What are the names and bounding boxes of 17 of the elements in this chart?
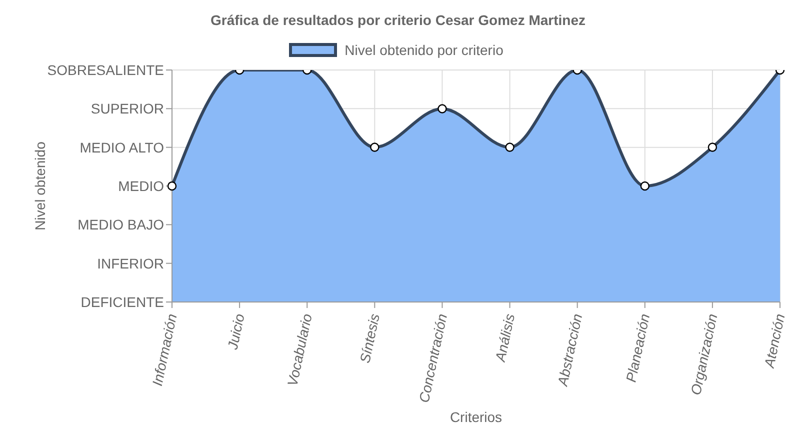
text: MEDIO <box>118 178 164 194</box>
text: SOBRESALIENTE <box>47 62 164 78</box>
text: MEDIO ALTO <box>80 139 164 156</box>
x-axis-title: Criterios <box>450 409 502 425</box>
x-tick-label: Juicio <box>224 312 248 352</box>
text: INFERIOR <box>97 255 164 272</box>
x-tick-label: Atención <box>760 312 788 370</box>
text: DEFICIENTE <box>80 294 164 310</box>
legend-label: Nivel obtenido por criterio <box>344 42 504 58</box>
x-tick-label: Síntesis <box>356 312 382 364</box>
x-tick-label: Análisis <box>492 312 518 364</box>
text: Nivel obtenido <box>32 141 48 230</box>
text: MEDIO BAJO <box>78 216 164 233</box>
x-tick-label: Planeación <box>622 312 653 384</box>
x-tick-label: Abstracción <box>554 312 586 388</box>
text: SUPERIOR <box>90 100 164 117</box>
chart-title: Gráfica de resultados por criterio Cesar Gomez Martinez <box>209 11 586 30</box>
